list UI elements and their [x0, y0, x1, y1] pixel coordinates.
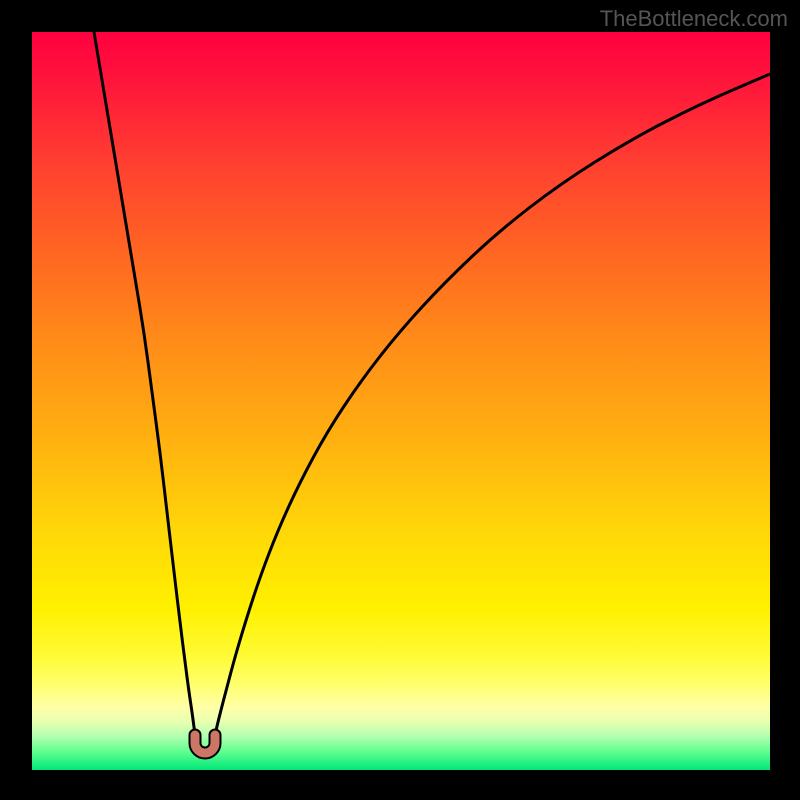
right-curve [215, 74, 770, 735]
chart-container: TheBottleneck.com [0, 0, 800, 800]
curve-overlay [32, 32, 770, 770]
plot-area [32, 32, 770, 770]
valley-shape [195, 735, 215, 753]
attribution-text: TheBottleneck.com [600, 6, 788, 32]
left-curve [94, 32, 195, 735]
